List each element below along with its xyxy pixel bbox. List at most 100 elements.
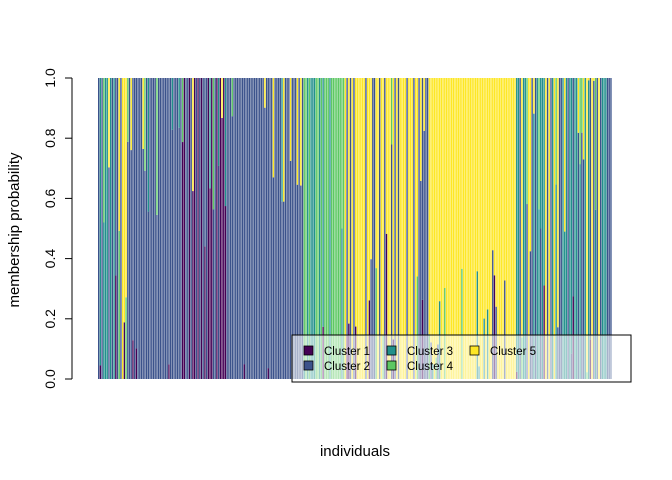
bar-segment-cluster-2 xyxy=(235,78,237,379)
bar-segment-cluster-2 xyxy=(151,78,153,379)
bar-segment-cluster-3 xyxy=(601,78,604,379)
bar-segment-cluster-5 xyxy=(368,78,371,301)
bar-segment-cluster-4 xyxy=(375,268,377,379)
bar-segment-cluster-2 xyxy=(140,78,143,379)
bar-segment-cluster-4 xyxy=(320,78,323,379)
bar-segment-cluster-1 xyxy=(192,191,194,379)
bar-segment-cluster-3 xyxy=(329,78,331,379)
bar-segment-cluster-5 xyxy=(456,78,458,379)
bar-segment-cluster-3 xyxy=(605,78,607,379)
bar-segment-cluster-2 xyxy=(144,170,146,379)
y-axis: 0.0 0.2 0.4 0.6 0.8 1.0 xyxy=(42,68,73,389)
bar-segment-cluster-5 xyxy=(420,78,422,181)
bar-segment-cluster-4 xyxy=(416,276,419,379)
y-tick-label: 0.4 xyxy=(42,249,58,269)
bar-segment-cluster-1 xyxy=(209,188,211,379)
bar-segment-cluster-1 xyxy=(200,78,203,379)
bar-segment-cluster-3 xyxy=(209,78,211,189)
legend: Cluster 1 Cluster 2 Cluster 3 Cluster 4 Clus… xyxy=(291,334,632,383)
bar-segment-cluster-3 xyxy=(543,78,545,286)
bar-segment-cluster-4 xyxy=(538,78,540,210)
bar-segment-cluster-2 xyxy=(534,78,537,379)
bar-segment-cluster-2 xyxy=(229,78,232,379)
bar-segment-cluster-3 xyxy=(541,78,544,379)
bar-segment-cluster-5 xyxy=(553,78,556,379)
bar-segment-cluster-4 xyxy=(339,78,341,379)
bar-segment-cluster-2 xyxy=(288,78,290,379)
bar-segment-cluster-5 xyxy=(490,78,492,379)
legend-label: Cluster 3 xyxy=(407,346,453,358)
bar-segment-cluster-1 xyxy=(543,285,545,379)
bar-segment-cluster-3 xyxy=(517,78,520,379)
bar-segment-cluster-2 xyxy=(135,78,138,349)
bar-segment-cluster-2 xyxy=(394,78,396,379)
bar-segment-cluster-4 xyxy=(444,288,446,379)
bar-segment-cluster-5 xyxy=(529,78,532,252)
bar-segment-cluster-2 xyxy=(504,280,506,379)
bar-segment-cluster-2 xyxy=(420,180,422,379)
bar-segment-cluster-5 xyxy=(392,78,395,340)
bar-segment-cluster-2 xyxy=(255,78,257,379)
bar-segment-cluster-5 xyxy=(533,78,535,114)
bar-segment-cluster-5 xyxy=(462,78,465,379)
bar-segment-cluster-2 xyxy=(156,214,158,379)
bar-segment-cluster-2 xyxy=(111,78,114,379)
bar-segment-cluster-2 xyxy=(600,78,602,379)
bar-segment-cluster-5 xyxy=(504,78,506,281)
bar-segment-cluster-4 xyxy=(103,78,105,223)
bar-segment-cluster-3 xyxy=(217,78,220,166)
bar-segment-cluster-2 xyxy=(243,78,245,365)
bar-segment-cluster-2 xyxy=(289,160,292,379)
bar-segment-cluster-4 xyxy=(303,78,305,369)
bar-segment-cluster-5 xyxy=(351,78,353,379)
legend-swatch xyxy=(386,360,397,371)
bar-segment-cluster-1 xyxy=(135,348,138,379)
bar-segment-cluster-5 xyxy=(130,78,132,151)
bar-segment-cluster-4 xyxy=(461,268,463,379)
x-axis-title: individuals xyxy=(320,443,390,460)
bar-segment-cluster-5 xyxy=(404,78,407,379)
bar-segment-cluster-2 xyxy=(279,78,281,379)
bar-segment-cluster-2 xyxy=(492,250,494,379)
bar-segment-cluster-2 xyxy=(108,167,110,379)
bar-segment-cluster-4 xyxy=(327,78,329,379)
bar-segment-cluster-4 xyxy=(181,78,184,143)
bar-segment-cluster-3 xyxy=(540,78,542,229)
legend-box xyxy=(291,334,632,383)
bar-segment-cluster-5 xyxy=(564,78,566,232)
bar-segment-cluster-5 xyxy=(142,78,144,149)
bar-segment-cluster-1 xyxy=(493,275,496,379)
bar-segment-cluster-5 xyxy=(492,78,494,251)
bar-segment-cluster-2 xyxy=(425,78,427,379)
bar-segment-cluster-2 xyxy=(608,78,610,379)
bar-segment-cluster-3 xyxy=(579,164,581,379)
bar-segment-cluster-5 xyxy=(582,78,585,160)
bar-segment-cluster-2 xyxy=(577,132,580,379)
bar-segment-cluster-5 xyxy=(521,78,523,338)
bar-segment-cluster-4 xyxy=(332,78,335,379)
bar-segment-cluster-2 xyxy=(271,78,273,379)
bar-segment-cluster-3 xyxy=(106,78,108,379)
bar-segment-cluster-4 xyxy=(315,78,317,379)
bar-segment-cluster-4 xyxy=(308,78,311,379)
bar-segment-cluster-5 xyxy=(430,78,432,343)
bar-segment-cluster-2 xyxy=(262,78,264,379)
bar-segment-cluster-1 xyxy=(267,368,269,379)
bar-segment-cluster-3 xyxy=(603,78,605,379)
bar-segment-cluster-5 xyxy=(498,78,501,379)
bar-segment-cluster-2 xyxy=(596,78,598,379)
bar-segment-cluster-2 xyxy=(259,78,261,379)
bar-segment-cluster-5 xyxy=(348,78,350,324)
bar-segment-cluster-2 xyxy=(426,78,429,379)
bar-segment-cluster-2 xyxy=(233,78,235,379)
bar-segment-cluster-4 xyxy=(325,78,328,379)
bar-segment-cluster-2 xyxy=(115,78,117,276)
bar-segment-cluster-5 xyxy=(380,78,383,379)
bar-segment-cluster-5 xyxy=(591,78,593,379)
bar-segment-cluster-5 xyxy=(123,78,126,323)
bar-segment-cluster-5 xyxy=(192,78,194,192)
bar-segment-cluster-5 xyxy=(450,78,453,379)
bar-segment-cluster-2 xyxy=(406,78,408,379)
bar-segment-cluster-3 xyxy=(99,78,102,366)
